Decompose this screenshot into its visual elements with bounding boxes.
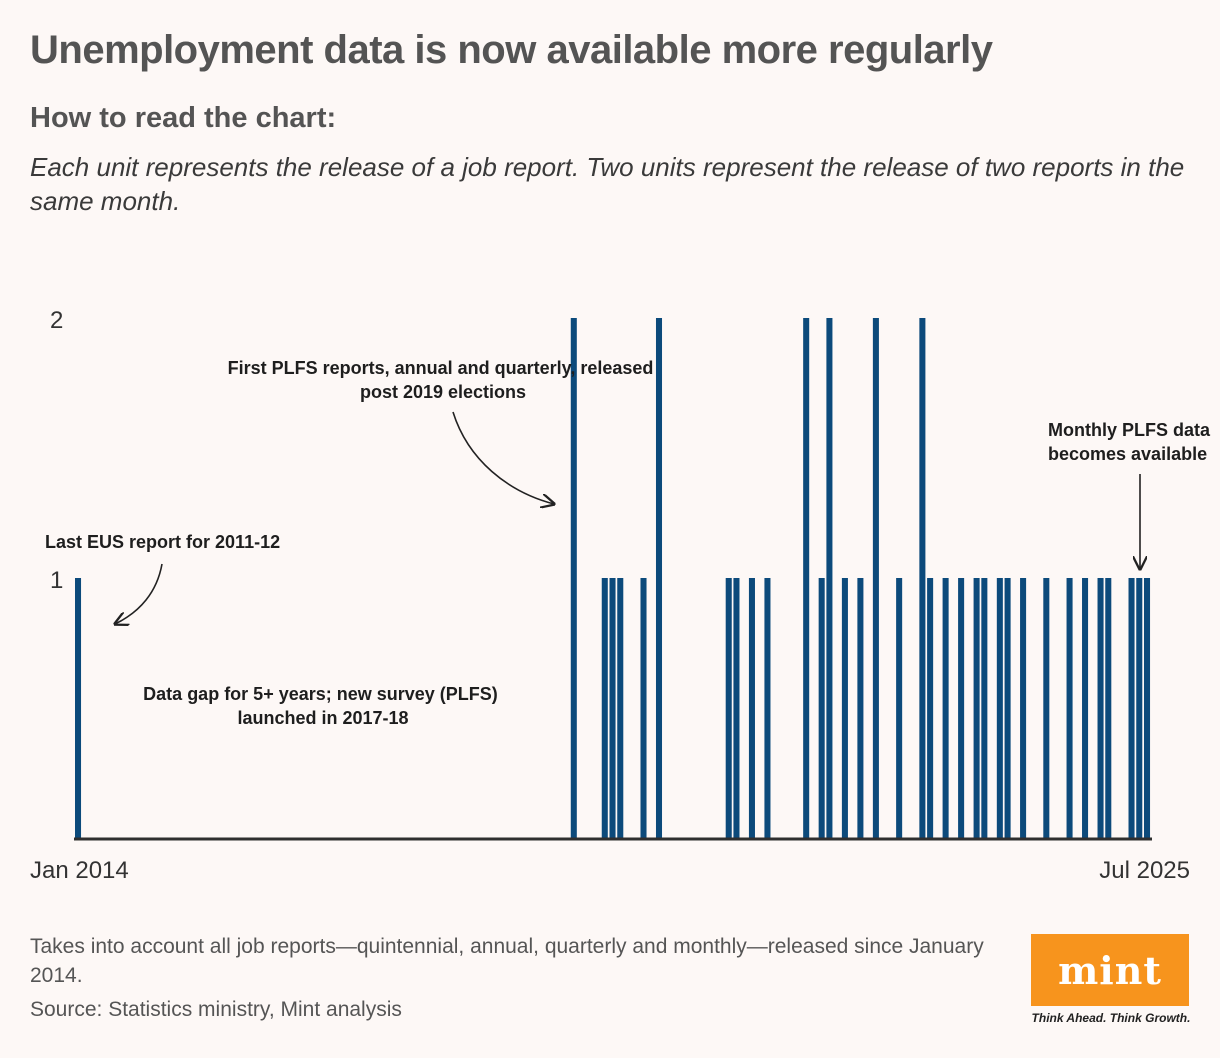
release-bar-2025-02 [1105, 578, 1112, 838]
release-bar-2021-01 [725, 578, 732, 838]
release-bar-2019-05 [570, 318, 577, 838]
annotation-monthly: Monthly PLFS data becomes available [1048, 420, 1215, 464]
release-bar-2023-10 [981, 578, 988, 838]
release-bar-2024-03 [1020, 578, 1027, 838]
release-bar-2019-10 [609, 578, 616, 838]
release-bar-2014-01 [75, 578, 82, 838]
release-bar-2022-02 [826, 318, 833, 838]
annotation-plfs: First PLFS reports, annual and quarterly… [228, 358, 659, 402]
release-bar-2022-08 [872, 318, 879, 838]
footnote: Takes into account all job reports—quint… [30, 935, 984, 987]
release-bar-2021-04 [748, 578, 755, 838]
release-bar-2021-02 [733, 578, 740, 838]
y-tick-label-2: 2 [50, 307, 63, 334]
release-bar-2023-07 [958, 578, 965, 838]
mint-tagline: Think Ahead. Think Growth. [1031, 1011, 1191, 1025]
annotation-eus-arrow [115, 563, 163, 624]
release-bar-2025-05 [1128, 578, 1135, 838]
release-bar-2023-12 [996, 578, 1003, 838]
release-bar-2023-05 [942, 578, 949, 838]
release-bar-2023-09 [973, 578, 980, 838]
annotation-eus: Last EUS report for 2011-12 [45, 532, 280, 552]
annotation-gap: Data gap for 5+ years; new survey (PLFS)… [143, 684, 503, 728]
release-bar-2022-01 [818, 578, 825, 838]
bars-group [75, 318, 1151, 838]
release-bar-2023-02 [919, 318, 926, 838]
release-bar-2022-11 [896, 578, 903, 838]
release-bar-2022-04 [841, 578, 848, 838]
release-bar-2025-06 [1136, 578, 1143, 838]
chart-title: Unemployment data is now available more … [30, 28, 993, 72]
mint-logo-text: mint [1058, 947, 1162, 993]
release-bar-2019-09 [601, 578, 608, 838]
mint-logo: mint [1031, 934, 1189, 1006]
release-chart: 2 1 Jan 2014 Jul 2025 Last EUS report fo… [30, 307, 1215, 884]
release-bar-2024-11 [1082, 578, 1089, 838]
release-bar-2019-11 [617, 578, 624, 838]
release-bar-2025-01 [1097, 578, 1104, 838]
release-bar-2020-04 [655, 318, 663, 838]
release-bar-2023-03 [927, 578, 934, 838]
release-bar-2025-07 [1144, 578, 1151, 838]
release-bar-2020-02 [640, 578, 647, 838]
release-bar-2024-06 [1043, 578, 1050, 838]
release-bar-2021-11 [803, 318, 810, 838]
x-tick-label-start: Jan 2014 [30, 857, 129, 884]
release-bar-2021-06 [764, 578, 771, 838]
source-note: Source: Statistics ministry, Mint analys… [30, 998, 402, 1021]
chart-subtitle: How to read the chart: [30, 102, 337, 134]
release-bar-2022-06 [857, 578, 864, 838]
annotation-plfs-arrow [452, 411, 554, 504]
release-bar-2024-01 [1004, 578, 1011, 838]
release-bar-2024-09 [1066, 578, 1073, 838]
y-tick-label-1: 1 [50, 567, 63, 594]
x-tick-label-end: Jul 2025 [1099, 857, 1190, 884]
chart-description: Each unit represents the release of a jo… [30, 152, 1185, 216]
